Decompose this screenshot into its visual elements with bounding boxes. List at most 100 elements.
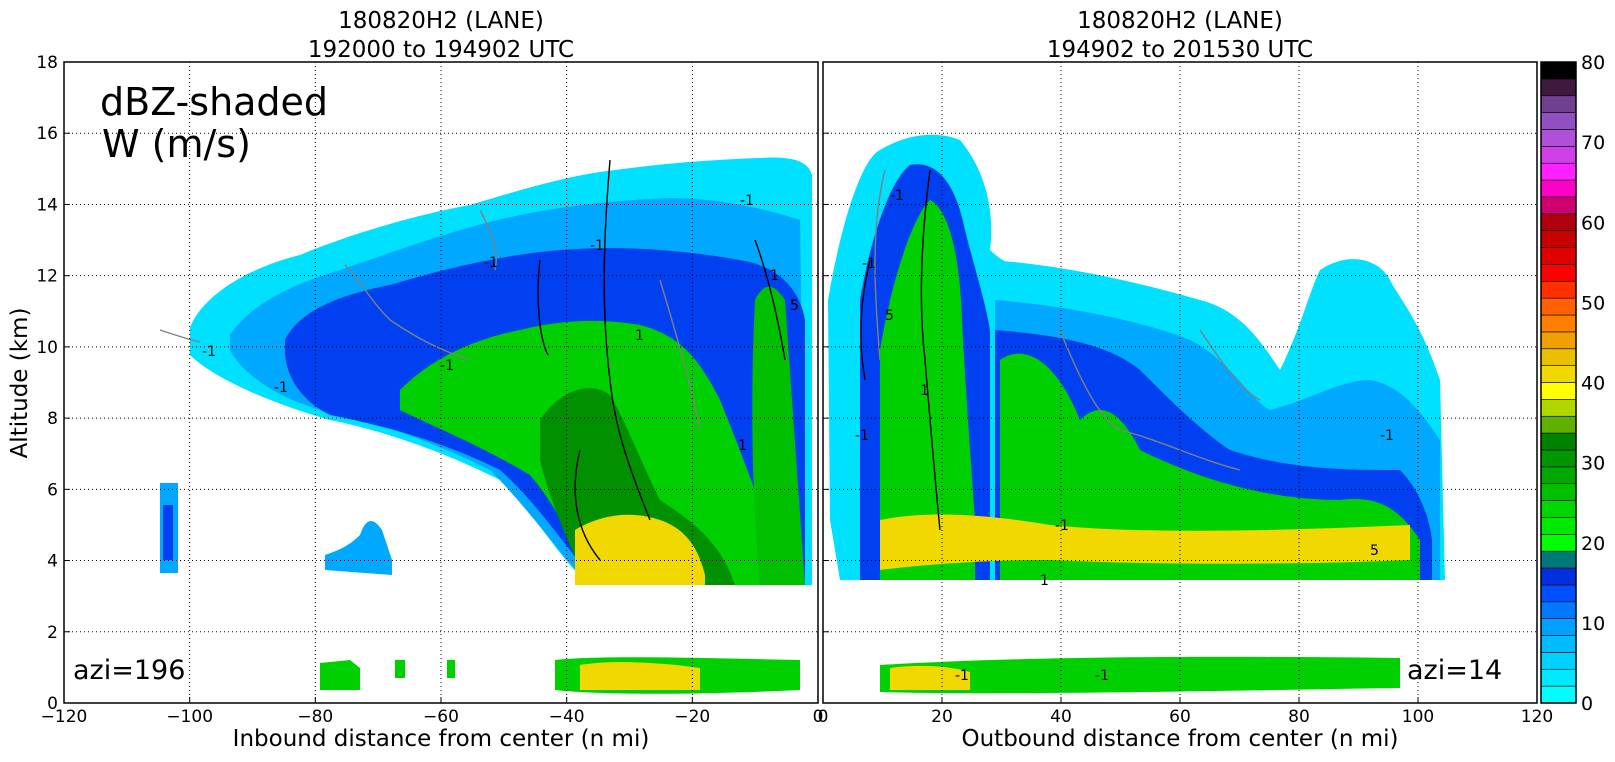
panel-outbound-title: 180820H2 (LANE) — [1077, 8, 1283, 34]
contour-label: 1 — [1040, 573, 1049, 589]
colorbar-cell — [1540, 297, 1577, 316]
colorbar-cell — [1540, 399, 1577, 417]
outbound-x-tick-label: 80 — [1288, 707, 1310, 727]
contour-label: -1 — [890, 188, 904, 204]
w-contour-line — [603, 159, 651, 521]
inbound-x-tick-label: −60 — [423, 707, 459, 727]
colorbar-cell — [1540, 550, 1577, 569]
colorbar-tick-label: 20 — [1581, 533, 1605, 555]
w-contour-line — [537, 259, 549, 356]
colorbar-cell — [1540, 415, 1577, 434]
colorbar-cell — [1540, 618, 1577, 636]
contour-label: -1 — [1095, 668, 1109, 684]
colorbar-tick-label: 30 — [1581, 453, 1605, 475]
colorbar-cell — [1540, 78, 1577, 97]
w-contour-line-gray — [344, 264, 471, 361]
contour-label: -1 — [484, 255, 498, 271]
inbound-low-level-patch-2 — [447, 660, 455, 678]
contour-label: 1 — [920, 383, 929, 399]
outbound-x-tick-label: 20 — [931, 707, 953, 727]
colorbar-cell — [1540, 584, 1577, 603]
colorbar-cell — [1540, 129, 1577, 147]
colorbar-cell — [1540, 365, 1577, 383]
colorbar-tick-label: 10 — [1581, 613, 1605, 635]
contour-label: -1 — [274, 380, 288, 396]
panel-outbound-subtitle: 194902 to 201530 UTC — [1047, 37, 1313, 63]
inbound-x-tick-label: −100 — [166, 707, 213, 727]
colorbar-cell — [1540, 61, 1577, 80]
colorbar-frame — [1540, 61, 1577, 704]
colorbar-cell — [1540, 567, 1577, 586]
contour-label: 1 — [635, 328, 644, 344]
inbound-ticks: −120 −100 −80 −60 −40 −20 0 0 2 4 6 8 10 12 14 16 18 — [36, 53, 823, 727]
inbound-x-axis-label: Inbound distance from center (n mi) — [233, 726, 650, 752]
inbound-core-yellow — [575, 514, 705, 585]
colorbar-tick-label: 40 — [1581, 373, 1605, 395]
colorbar-cell — [1540, 162, 1577, 181]
contour-label: -1 — [1055, 518, 1069, 534]
outbound-reflectivity-field — [828, 134, 1445, 694]
colorbar-cell — [1540, 348, 1577, 366]
contour-label: 5 — [885, 308, 894, 324]
contour-label: -1 — [855, 428, 869, 444]
outbound-low-level-band — [880, 656, 1400, 694]
colorbar-cell — [1540, 652, 1577, 670]
contour-label: -1 — [440, 358, 454, 374]
outbound-x-axis-label: Outbound distance from center (n mi) — [962, 726, 1399, 752]
colorbar-cell — [1540, 382, 1577, 400]
inbound-x-tick-label: −20 — [674, 707, 710, 727]
colorbar-cell — [1540, 196, 1577, 215]
w-contour-line-gray — [159, 329, 201, 343]
panel-outbound: 180820H2 (LANE) 194902 to 201530 UTC -1 — [818, 8, 1554, 752]
w-contour-line — [920, 169, 941, 531]
inbound-x-tick-label: 0 — [813, 707, 824, 727]
colorbar-cell — [1540, 264, 1577, 282]
outbound-x-tick-label: 100 — [1402, 707, 1434, 727]
colorbar-tick-label: 50 — [1581, 292, 1605, 314]
contour-label: 5 — [1370, 543, 1379, 559]
inbound-azimuth-label: azi=196 — [73, 655, 185, 686]
colorbar-cell — [1540, 668, 1577, 687]
colorbar-ticks: 0 10 20 30 40 50 60 70 80 — [1581, 52, 1605, 715]
contour-label: -1 — [202, 344, 216, 360]
colorbar-cell — [1540, 601, 1577, 619]
inbound-isolated-cell-core — [163, 505, 173, 560]
y-tick-label: 10 — [36, 338, 58, 358]
inbound-reflectivity-field — [159, 157, 812, 694]
colorbar-cell — [1540, 95, 1577, 113]
outbound-x-tick-label: 60 — [1169, 707, 1191, 727]
colorbar-cell — [1540, 449, 1577, 468]
y-tick-label: 12 — [36, 267, 58, 287]
outbound-gridlines — [823, 62, 1537, 703]
w-contour-line — [574, 449, 601, 561]
y-tick-label: 2 — [47, 623, 58, 643]
outbound-low-level-yellow — [890, 665, 970, 690]
inbound-contour-labels: -1 -1 -1 -1 -1 -1 1 1 1 5 — [202, 193, 799, 454]
colorbar-cell — [1540, 213, 1577, 231]
outbound-x-tick-label: 120 — [1521, 707, 1553, 727]
colorbar-cell — [1540, 500, 1577, 518]
outbound-x-tick-label: 40 — [1050, 707, 1072, 727]
w-contour-line-gray — [1059, 329, 1241, 471]
colorbar-cell — [1540, 466, 1577, 485]
contour-label: -1 — [1380, 428, 1394, 444]
panel-inbound-title: 180820H2 (LANE) — [338, 8, 544, 34]
outbound-contour-labels: -1 -1 -1 -1 -1 -1 -1 1 1 5 5 — [855, 188, 1394, 684]
inbound-x-tick-label: −80 — [297, 707, 333, 727]
y-tick-label: 8 — [47, 409, 58, 429]
inbound-low-level-band-yellow — [580, 662, 700, 690]
contour-label: -1 — [740, 193, 754, 209]
colorbar-tick-label: 70 — [1581, 132, 1605, 154]
outbound-stratiform-green — [1000, 353, 1420, 580]
inbound-low-level-band-1 — [320, 660, 360, 690]
y-axis-label: Altitude (km) — [7, 308, 33, 459]
annotation-subtitle: W (m/s) — [102, 122, 251, 166]
outbound-azimuth-label: azi=14 — [1407, 655, 1502, 686]
w-contour-line-gray — [479, 209, 497, 271]
colorbar-cell — [1540, 230, 1577, 248]
contour-label: 1 — [770, 268, 779, 284]
colorbar-cell — [1540, 483, 1577, 501]
outbound-x-tick-label: 0 — [818, 707, 829, 727]
colorbar-cell — [1540, 432, 1577, 451]
y-tick-label: 18 — [36, 53, 58, 73]
